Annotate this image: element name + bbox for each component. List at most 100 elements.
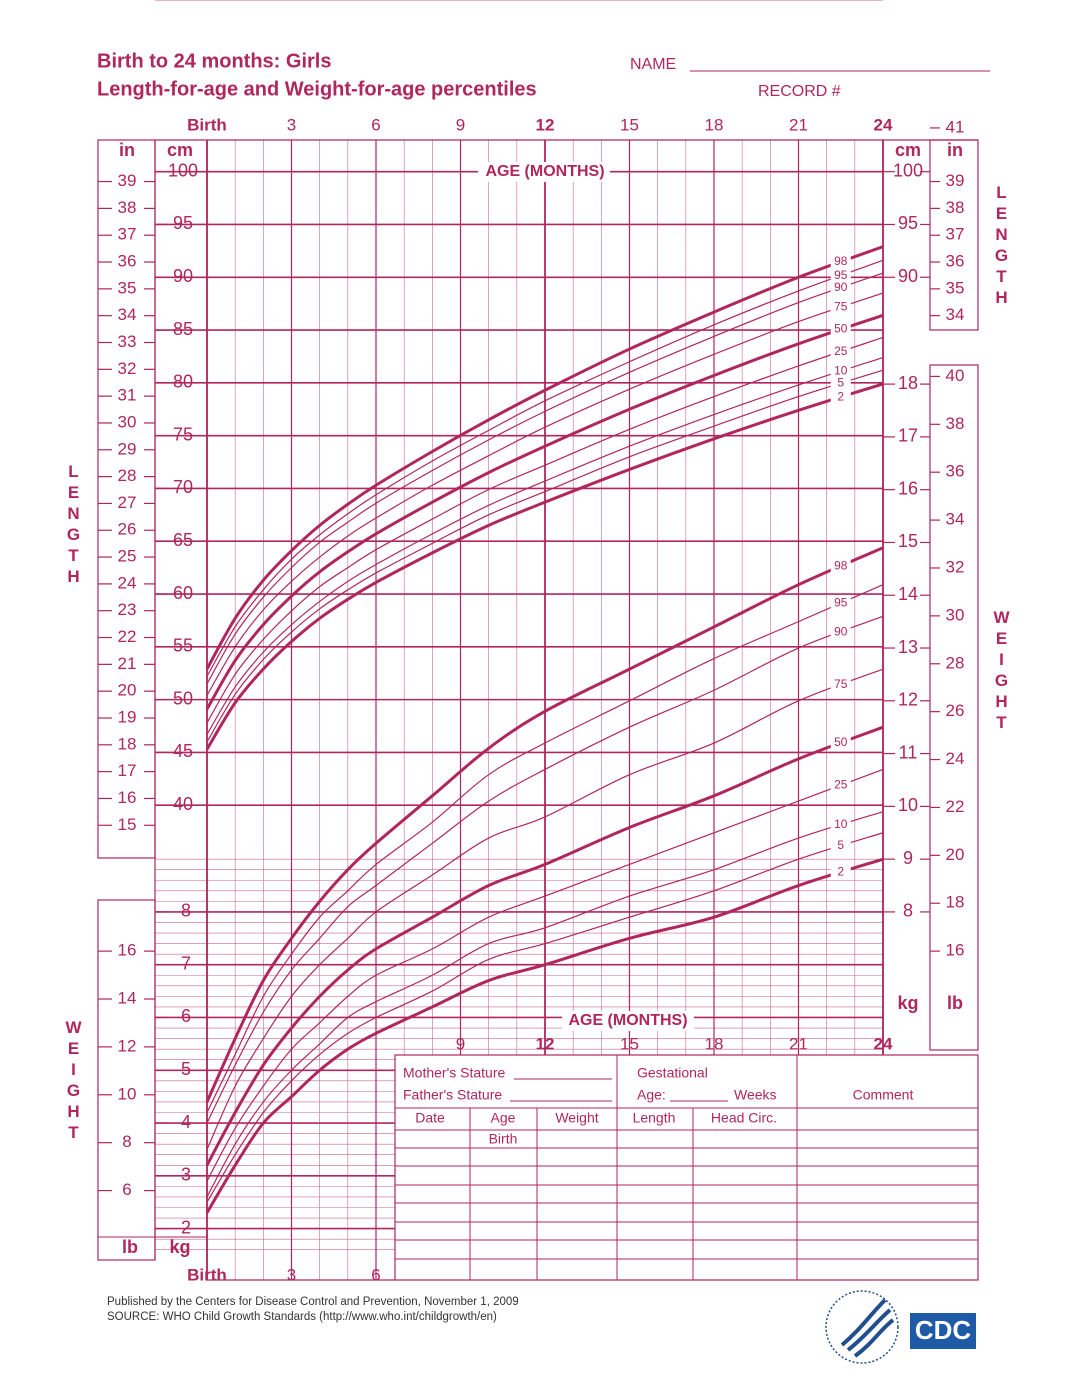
percentile-curve bbox=[206, 584, 884, 1113]
y2-tick-label: 28 bbox=[118, 466, 137, 485]
y2-tick-label: 25 bbox=[118, 547, 137, 566]
label-bg bbox=[830, 779, 851, 792]
label-bg bbox=[830, 255, 851, 268]
y2-tick-label-right: 40 bbox=[946, 366, 965, 385]
x-tick-label: 12 bbox=[536, 1034, 555, 1053]
curve-label: 98 bbox=[834, 558, 848, 572]
y2-tick-label-right: 38 bbox=[946, 414, 965, 433]
y2-tick-label-right: 41 bbox=[946, 117, 965, 136]
y-tick-label: 40 bbox=[173, 794, 193, 814]
cdc-logo-text: CDC bbox=[915, 1315, 972, 1345]
curve-label: 75 bbox=[834, 300, 848, 314]
y-unit: cm bbox=[895, 140, 921, 160]
y-tick-label-right: 15 bbox=[898, 531, 918, 551]
label-bg bbox=[830, 560, 851, 573]
y2-tick-label: 35 bbox=[118, 278, 137, 297]
label-bg bbox=[830, 281, 851, 294]
label-bg bbox=[830, 818, 851, 831]
y2-tick-label: 6 bbox=[122, 1180, 131, 1199]
x-tick-label: 6 bbox=[371, 1265, 380, 1284]
label-bg bbox=[830, 597, 851, 610]
y-tick-label: 85 bbox=[173, 319, 193, 339]
curve-label: 25 bbox=[834, 777, 848, 791]
column-header: Date bbox=[415, 1110, 445, 1126]
footer-published: Published by the Centers for Disease Con… bbox=[107, 1296, 519, 1308]
name-label: NAME bbox=[630, 56, 676, 73]
form-label: Mother's Stature bbox=[403, 1065, 505, 1081]
percentile-curve bbox=[205, 857, 884, 1214]
y-unit: in bbox=[119, 140, 135, 160]
curve-label: 98 bbox=[834, 254, 848, 268]
x-tick-label: 3 bbox=[287, 1265, 296, 1284]
x-tick-label: Birth bbox=[187, 115, 227, 134]
y-tick-label-right: 12 bbox=[898, 690, 918, 710]
curve-label: 2 bbox=[837, 389, 844, 403]
y2-tick-label-right: 36 bbox=[946, 252, 965, 271]
y-tick-label-right: 95 bbox=[898, 213, 918, 233]
y2-tick-label: 21 bbox=[118, 654, 137, 673]
form-label: Comment bbox=[853, 1087, 914, 1103]
label-bg bbox=[830, 678, 851, 691]
y-unit: kg bbox=[897, 993, 918, 1013]
axis-panel bbox=[929, 364, 979, 1051]
y-tick-label-right: 11 bbox=[899, 742, 918, 762]
y-tick-label-right: 90 bbox=[898, 266, 918, 286]
y2-tick-label: 17 bbox=[118, 761, 137, 780]
y2-tick-label: 20 bbox=[118, 681, 137, 700]
y2-tick-label: 12 bbox=[118, 1036, 137, 1055]
cdc-logo bbox=[910, 1313, 976, 1349]
x-tick-label: 18 bbox=[705, 115, 724, 134]
curve-label: 90 bbox=[834, 280, 848, 294]
form-label: Father's Stature bbox=[403, 1087, 502, 1103]
x-tick-label: Birth bbox=[187, 1265, 227, 1284]
y-tick-label: 65 bbox=[173, 530, 193, 550]
label-bg bbox=[830, 839, 851, 852]
y-tick-label-right: 18 bbox=[898, 373, 918, 393]
y2-tick-label: 34 bbox=[118, 305, 137, 324]
curve-label: 75 bbox=[834, 677, 848, 691]
x-tick-label: 24 bbox=[874, 1034, 893, 1053]
y-unit: lb bbox=[947, 993, 963, 1013]
y2-tick-label-right: 22 bbox=[946, 797, 965, 816]
percentile-curve bbox=[206, 668, 884, 1150]
percentile-curve bbox=[205, 546, 884, 1103]
y2-tick-label-right: 16 bbox=[946, 941, 965, 960]
curve-label: 50 bbox=[834, 322, 848, 336]
record-label: RECORD # bbox=[758, 83, 841, 100]
y-tick-label-right: 13 bbox=[898, 637, 918, 657]
form-cell: Birth bbox=[489, 1131, 518, 1147]
y2-tick-label-right: 35 bbox=[946, 278, 965, 297]
label-bg bbox=[830, 365, 851, 378]
y2-tick-label: 16 bbox=[118, 788, 137, 807]
y-tick-label-right: 100 bbox=[893, 160, 923, 180]
percentile-curve bbox=[205, 382, 884, 751]
hhs-seal bbox=[825, 1290, 899, 1364]
y-tick-label: 55 bbox=[173, 636, 193, 656]
label-bg bbox=[830, 737, 851, 750]
percentile-curve bbox=[206, 356, 884, 735]
x-tick-label: 9 bbox=[456, 1034, 465, 1053]
x-tick-label: 21 bbox=[789, 1034, 808, 1053]
y2-tick-label: 30 bbox=[118, 412, 137, 431]
label-bg bbox=[562, 1011, 694, 1031]
y2-tick-label-right: 39 bbox=[946, 171, 965, 190]
x-tick-label: 24 bbox=[874, 115, 893, 134]
y2-tick-label: 19 bbox=[118, 707, 137, 726]
label-bg bbox=[830, 626, 851, 639]
y2-tick-label: 29 bbox=[118, 439, 137, 458]
y-tick-label: 60 bbox=[173, 583, 193, 603]
percentile-curve bbox=[206, 336, 884, 724]
percentile-curve bbox=[206, 832, 884, 1203]
y-tick-label-right: 9 bbox=[903, 848, 913, 868]
label-bg bbox=[830, 866, 851, 879]
curve-label: 95 bbox=[834, 595, 848, 609]
percentile-curve bbox=[205, 245, 884, 670]
subtitle: Length-for-age and Weight-for-age percen… bbox=[97, 78, 537, 100]
x-tick-label: 15 bbox=[620, 115, 639, 134]
y2-tick-label: 33 bbox=[118, 332, 137, 351]
y2-tick-label-right: 34 bbox=[946, 305, 965, 324]
y2-tick-label-right: 36 bbox=[946, 462, 965, 481]
y-tick-label: 6 bbox=[181, 1006, 191, 1026]
x-tick-label: 21 bbox=[789, 115, 808, 134]
